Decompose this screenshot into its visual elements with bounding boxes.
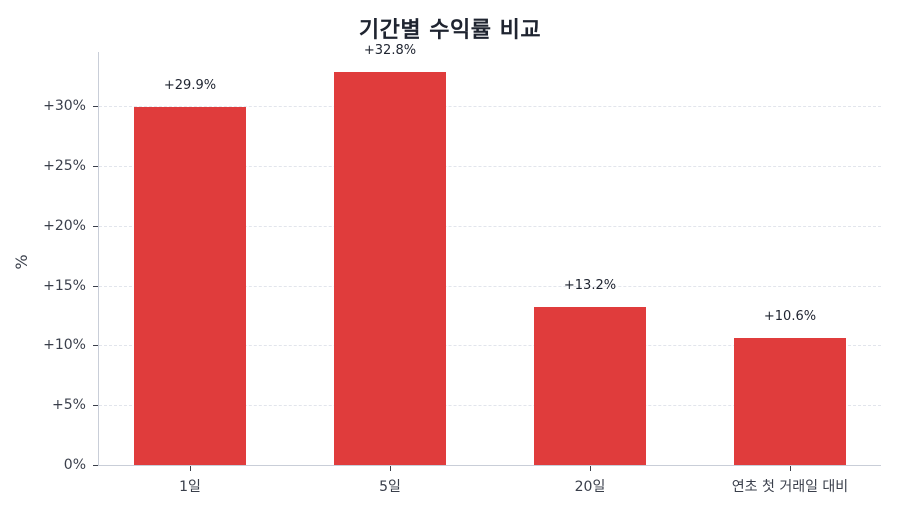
bar-value-label: +13.2% (563, 278, 617, 294)
y-tick-mark (93, 106, 98, 107)
gridline (99, 345, 881, 346)
bar (134, 107, 246, 465)
y-tick-mark (93, 405, 98, 406)
y-tick-label: 0% (63, 457, 86, 473)
gridline (99, 106, 881, 107)
x-tick-label: 20일 (574, 479, 606, 495)
y-tick-label: +30% (43, 98, 86, 114)
gridline (99, 286, 881, 287)
y-tick-label: +10% (43, 337, 86, 353)
bar-value-label: +29.9% (163, 78, 217, 94)
x-tick-mark (190, 466, 191, 471)
x-tick-mark (590, 466, 591, 471)
x-tick-label: 5일 (379, 479, 401, 495)
bar-value-label: +10.6% (763, 309, 817, 325)
x-tick-mark (390, 466, 391, 471)
gridline (99, 226, 881, 227)
y-tick-label: +20% (43, 218, 86, 234)
bar-value-label: +32.8% (363, 43, 417, 59)
y-axis-label: % (12, 254, 32, 270)
y-tick-mark (93, 166, 98, 167)
gridline (99, 405, 881, 406)
bar (734, 338, 846, 465)
x-tick-label: 1일 (179, 479, 201, 495)
y-axis (98, 52, 99, 466)
x-axis (98, 465, 881, 466)
gridline (99, 166, 881, 167)
y-tick-label: +25% (43, 158, 86, 174)
y-tick-mark (93, 286, 98, 287)
y-tick-label: +15% (43, 278, 86, 294)
y-tick-label: +5% (52, 397, 86, 413)
y-tick-mark (93, 465, 98, 466)
x-tick-label: 연초 첫 거래일 대비 (731, 479, 849, 495)
y-tick-mark (93, 345, 98, 346)
bar (534, 307, 646, 465)
bar (334, 72, 446, 465)
chart-title: 기간별 수익률 비교 (358, 18, 542, 43)
y-tick-mark (93, 226, 98, 227)
x-tick-mark (790, 466, 791, 471)
